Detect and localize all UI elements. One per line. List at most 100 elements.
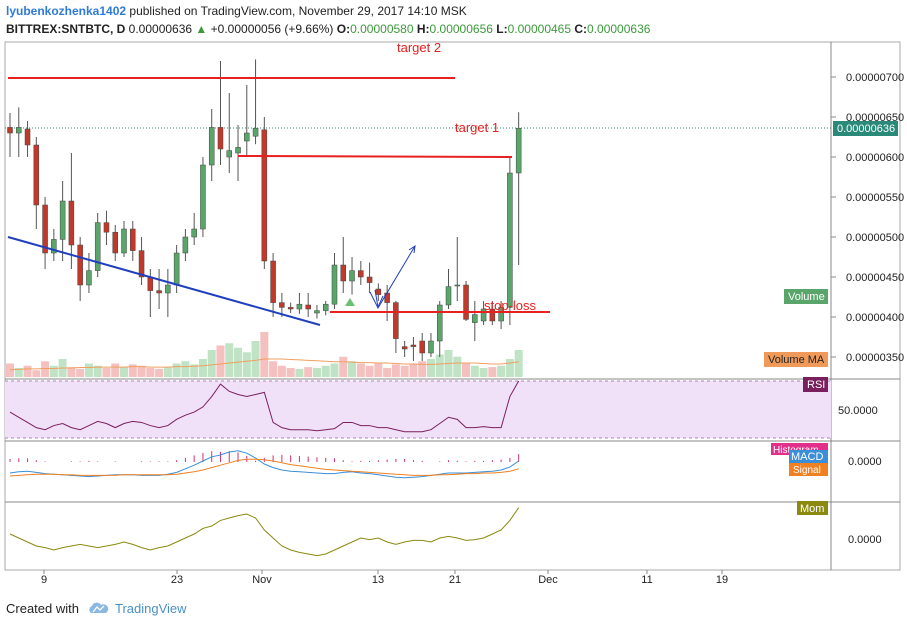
candle-body [480, 308, 487, 322]
volume-bar [155, 368, 164, 377]
arrow-head-icon [408, 244, 416, 254]
candle [51, 229, 57, 261]
volume-bar [286, 368, 295, 377]
symbol-label[interactable]: BITTREX:SNTBTC, D [6, 22, 126, 36]
price-tick-label: 0.00000700 [846, 72, 904, 84]
volume-bar [67, 367, 76, 377]
candle [287, 302, 294, 313]
signal-badge-text: Signal [793, 465, 821, 476]
candle-body [384, 292, 390, 303]
candle [226, 93, 232, 173]
candle [428, 333, 434, 357]
candle-body [217, 127, 224, 150]
publish-line: lyubenkozhenka1402 published on TradingV… [6, 2, 901, 20]
price-change: +0.00000056 (+9.66%) [210, 22, 334, 36]
volume-bar [365, 365, 374, 377]
author-name[interactable]: lyubenkozhenka1402 [6, 4, 127, 18]
candle-body [436, 304, 443, 342]
volume-bar [488, 367, 497, 377]
last-price: 0.00000636 [128, 22, 193, 36]
candle-body [375, 288, 382, 295]
volume-bar [93, 365, 102, 377]
candle-body [358, 270, 364, 278]
volume-bar [260, 332, 269, 377]
volume-bar [400, 365, 409, 377]
volume-bar [190, 364, 199, 377]
volume-bar [321, 365, 330, 377]
candle-body [515, 127, 522, 174]
volume-bar [497, 365, 506, 377]
time-tick-label: Dec [538, 574, 558, 586]
candle [515, 112, 522, 265]
candle [33, 137, 40, 229]
candle-body [112, 231, 118, 254]
price-axis: 0.000007000.000006500.000006000.00000550… [831, 72, 904, 364]
candle-body [296, 303, 303, 310]
candle-body [305, 304, 311, 310]
candle [445, 269, 452, 309]
candle [208, 109, 215, 181]
candle-body [200, 164, 206, 230]
volume-bar [277, 365, 286, 377]
macd-histogram [9, 451, 520, 462]
candle-body [472, 314, 478, 323]
candle [16, 107, 22, 157]
change-up-icon: ▲ [195, 22, 208, 36]
volume-bar [514, 350, 523, 377]
rsi-tick: 50.0000 [838, 405, 878, 417]
candle-body [331, 264, 338, 305]
volume-bar [374, 363, 383, 377]
candle-body [86, 270, 92, 286]
created-with-text: Created with [6, 600, 79, 616]
volume-bars [6, 332, 523, 377]
volume-bar [6, 363, 14, 377]
mom-badge [797, 501, 828, 515]
candle [182, 229, 189, 261]
rsi-badge-text: RSI [807, 379, 825, 391]
candle [401, 341, 408, 357]
mom-tick: 0.0000 [848, 534, 882, 546]
candle-body [445, 286, 452, 306]
downtrend-line[interactable] [7, 236, 321, 326]
low-label: L: [496, 22, 508, 36]
volume-bar [128, 364, 137, 377]
price-tick-label: 0.00000500 [846, 232, 904, 244]
open-value: 0.00000580 [350, 22, 414, 36]
candle [463, 281, 469, 321]
candle-body [7, 127, 13, 134]
volume-bar [356, 363, 365, 377]
candle [217, 61, 224, 165]
candle-body [121, 228, 127, 254]
volume-bar [435, 354, 444, 377]
candle-body [191, 228, 197, 238]
macd-badge-text: MACD [791, 451, 823, 463]
candle-body [59, 200, 66, 240]
candle-body [94, 222, 101, 271]
target1-line[interactable] [237, 155, 513, 158]
candle [156, 269, 162, 309]
volume-bar [453, 356, 462, 377]
candle [279, 293, 285, 317]
chart-frame [4, 41, 901, 571]
candle-body [252, 127, 259, 137]
volume-bar [23, 365, 32, 377]
volume-bar [312, 368, 321, 377]
volume-bar [479, 368, 488, 377]
price-tick-label: 0.00000350 [846, 352, 904, 364]
candle [314, 305, 320, 319]
candle [94, 213, 101, 277]
candle [138, 237, 145, 285]
volume-bar [137, 365, 146, 377]
volume-bar [251, 341, 260, 377]
target1-label: target 1 [455, 120, 499, 135]
candle [296, 293, 303, 314]
candle-body [208, 127, 215, 166]
volume-bar [462, 363, 471, 377]
momentum-line [9, 507, 520, 557]
volume-bar [242, 352, 251, 377]
candle [235, 125, 241, 181]
tradingview-brand[interactable]: TradingView [114, 600, 187, 616]
volume-bar [409, 363, 418, 377]
signal-line [9, 458, 519, 477]
